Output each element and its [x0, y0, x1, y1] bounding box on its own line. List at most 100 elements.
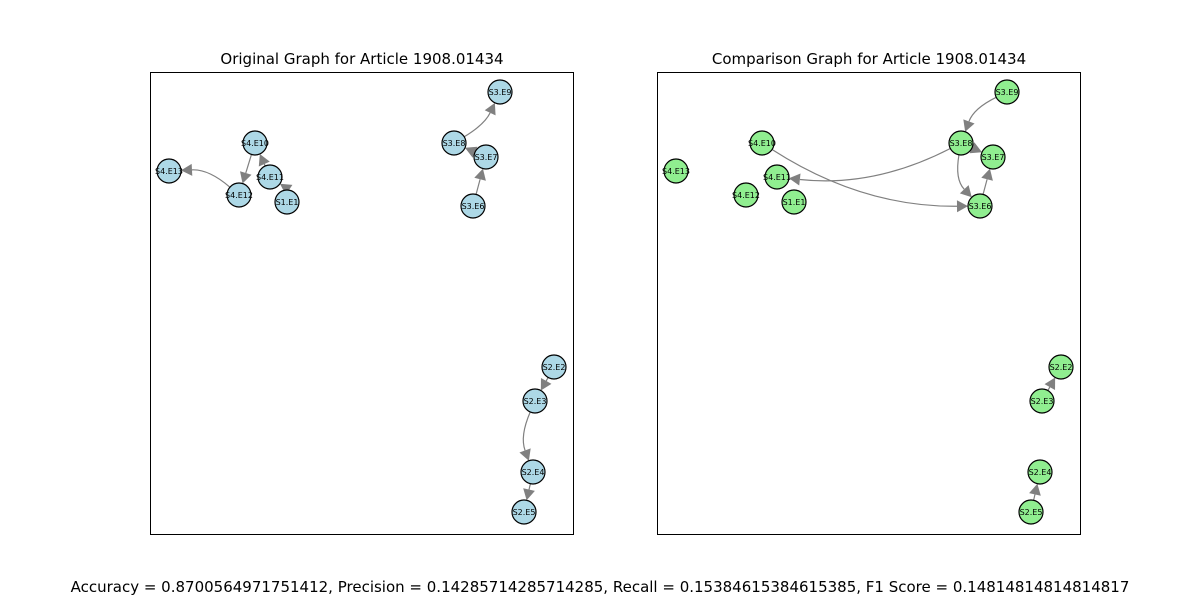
- node-label: S3.E9: [489, 88, 512, 97]
- node-S4.E11: S4.E11: [763, 164, 791, 190]
- node-circle: [441, 130, 467, 156]
- node-S3.E7: S3.E7: [473, 144, 499, 170]
- node-S3.E7: S3.E7: [980, 144, 1006, 170]
- node-S4.E10: S4.E10: [241, 130, 269, 156]
- edge-S4.E10-to-S4.E12: [245, 154, 253, 174]
- node-label: S3.E8: [443, 139, 466, 148]
- node-label: S2.E5: [513, 508, 536, 517]
- arrowhead-S2.E4-to-S2.E5: [523, 488, 535, 501]
- node-S2.E5: S2.E5: [511, 499, 537, 525]
- edge-S4.E10-to-S3.E6: [771, 148, 958, 207]
- node-S2.E5: S2.E5: [1018, 499, 1044, 525]
- node-label: S2.E4: [1029, 468, 1052, 477]
- arrowhead-S3.E9-to-S3.E8: [963, 119, 975, 132]
- node-circle: [156, 158, 182, 184]
- node-circle: [948, 130, 974, 156]
- node-label: S4.E12: [225, 191, 253, 200]
- node-label: S2.E2: [543, 363, 566, 372]
- left-graph-frame: [150, 72, 574, 535]
- node-circle: [980, 144, 1006, 170]
- node-S2.E4: S2.E4: [1027, 459, 1053, 485]
- right-graph-title: Comparison Graph for Article 1908.01434: [712, 50, 1026, 68]
- node-circle: [242, 130, 268, 156]
- node-circle: [520, 459, 546, 485]
- node-label: S2.E4: [522, 468, 545, 477]
- node-label: S4.E11: [763, 173, 791, 182]
- node-circle: [274, 189, 300, 215]
- arrowhead-S2.E3-to-S2.E2: [1044, 377, 1056, 391]
- node-label: S4.E10: [241, 139, 269, 148]
- node-circle: [1027, 459, 1053, 485]
- node-label: S4.E12: [732, 191, 760, 200]
- edge-S3.E6-to-S3.E7: [982, 179, 988, 195]
- node-circle: [994, 79, 1020, 105]
- arrowhead-S4.E11-to-S4.E10: [258, 153, 270, 167]
- node-label: S2.E3: [524, 397, 547, 406]
- left-graph-edges: [180, 102, 552, 501]
- node-S1.E1: S1.E1: [781, 189, 807, 215]
- node-circle: [1048, 354, 1074, 380]
- node-circle: [764, 164, 790, 190]
- node-circle: [511, 499, 537, 525]
- arrowhead-S3.E8-to-S4.E11: [788, 173, 801, 186]
- arrowhead-S3.E6-to-S3.E7: [474, 168, 486, 181]
- node-label: S4.E13: [662, 167, 690, 176]
- node-label: S4.E10: [748, 139, 776, 148]
- node-S2.E3: S2.E3: [522, 388, 548, 414]
- node-circle: [522, 388, 548, 414]
- node-circle: [967, 193, 993, 219]
- node-S4.E12: S4.E12: [732, 182, 760, 208]
- right-graph-frame: [657, 72, 1081, 535]
- edge-S2.E4-to-S2.E5: [528, 483, 531, 491]
- arrowhead-S4.E12-to-S4.E13: [180, 163, 193, 176]
- right-graph-edges: [771, 96, 1056, 501]
- node-label: S3.E6: [462, 202, 485, 211]
- node-S2.E4: S2.E4: [520, 459, 546, 485]
- arrowhead-S2.E5-to-S2.E4: [1029, 483, 1041, 496]
- arrowhead-S3.E8-to-S3.E7: [969, 142, 983, 154]
- node-label: S3.E9: [996, 88, 1019, 97]
- edge-S3.E9-to-S3.E8: [968, 96, 997, 122]
- node-circle: [487, 79, 513, 105]
- node-label: S1.E1: [783, 198, 806, 207]
- node-label: S1.E1: [276, 198, 299, 207]
- edge-S4.E12-to-S4.E13: [191, 169, 231, 188]
- node-circle: [733, 182, 759, 208]
- node-S2.E2: S2.E2: [541, 354, 567, 380]
- node-S4.E13: S4.E13: [662, 158, 690, 184]
- arrowhead-S4.E10-to-S3.E6: [956, 200, 969, 213]
- node-circle: [1018, 499, 1044, 525]
- node-circle: [749, 130, 775, 156]
- node-S2.E2: S2.E2: [1048, 354, 1074, 380]
- arrowhead-S3.E6-to-S3.E7: [981, 168, 993, 181]
- node-label: S3.E8: [950, 139, 973, 148]
- arrowhead-S2.E2-to-S2.E3: [540, 377, 552, 391]
- node-S3.E8: S3.E8: [441, 130, 467, 156]
- node-label: S2.E2: [1050, 363, 1073, 372]
- node-label: S4.E11: [256, 173, 284, 182]
- node-S4.E10: S4.E10: [748, 130, 776, 156]
- edge-S3.E8-to-S4.E11: [799, 147, 951, 182]
- arrowhead-S4.E10-to-S4.E12: [240, 171, 252, 184]
- node-label: S4.E13: [155, 167, 183, 176]
- node-label: S3.E7: [475, 153, 498, 162]
- node-S4.E12: S4.E12: [225, 182, 253, 208]
- node-S3.E6: S3.E6: [460, 193, 486, 219]
- edge-S3.E8-to-S3.E6: [957, 154, 965, 190]
- node-S3.E8: S3.E8: [948, 130, 974, 156]
- arrowhead-S3.E8-to-S3.E6: [959, 185, 972, 198]
- node-S4.E11: S4.E11: [256, 164, 284, 190]
- node-label: S3.E6: [969, 202, 992, 211]
- edge-S3.E8-to-S3.E9: [463, 112, 491, 138]
- node-label: S2.E3: [1031, 397, 1054, 406]
- node-circle: [1029, 388, 1055, 414]
- edge-S2.E5-to-S2.E4: [1033, 493, 1036, 501]
- arrowhead-S3.E8-to-S3.E9: [484, 102, 496, 116]
- node-circle: [473, 144, 499, 170]
- node-S3.E9: S3.E9: [487, 79, 513, 105]
- edge-S2.E3-to-S2.E4: [522, 411, 531, 451]
- node-S3.E6: S3.E6: [967, 193, 993, 219]
- metrics-summary: Accuracy = 0.8700564971751412, Precision…: [70, 578, 1130, 596]
